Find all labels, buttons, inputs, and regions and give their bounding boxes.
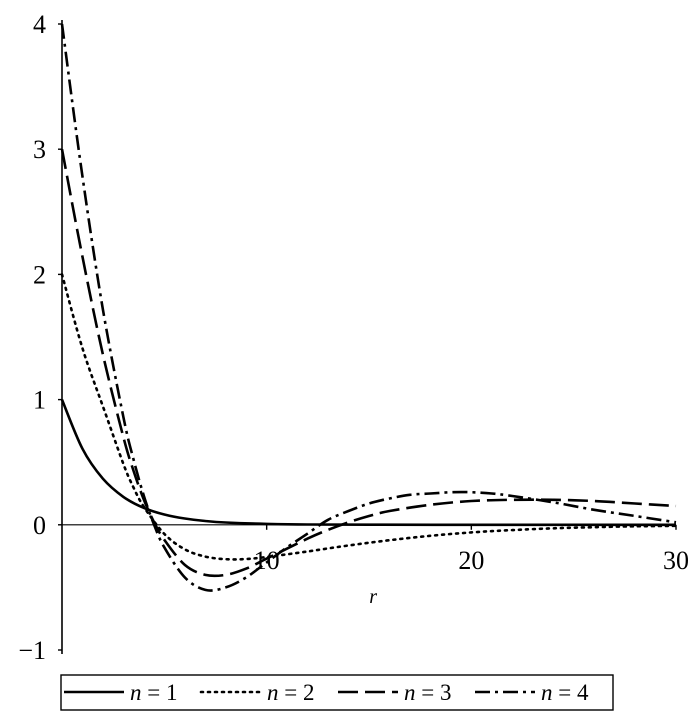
legend-label-n2: n = 2 xyxy=(267,680,314,705)
series-line-n4 xyxy=(60,23,677,592)
legend-label-n1: n = 1 xyxy=(130,680,177,705)
legend-label-var: n xyxy=(541,680,553,705)
y-tick-label: 4 xyxy=(33,10,46,39)
axes xyxy=(58,20,677,654)
legend-label-n3: n = 3 xyxy=(404,680,451,705)
legend-label-var: n xyxy=(404,680,416,705)
y-tick-label: 0 xyxy=(33,511,46,540)
x-tick-label: 20 xyxy=(458,546,484,575)
legend-label-value: = 4 xyxy=(553,680,589,705)
y-tick-label: 3 xyxy=(33,135,46,164)
series-line-n2 xyxy=(60,273,678,561)
x-axis-label: r xyxy=(369,586,377,608)
series-line-n1 xyxy=(60,399,676,527)
legend-label-var: n xyxy=(130,680,142,705)
y-tick-label: 1 xyxy=(33,386,46,415)
legend-label-var: n xyxy=(267,680,279,705)
legend-label-value: = 2 xyxy=(279,680,315,705)
legend-label-value: = 1 xyxy=(142,680,178,705)
y-tick-label: 2 xyxy=(33,260,46,289)
x-tick-label: 30 xyxy=(663,546,689,575)
legend-box xyxy=(60,674,614,711)
series-line-n3 xyxy=(60,148,677,578)
y-tick-label: −1 xyxy=(18,636,46,665)
legend-label-n4: n = 4 xyxy=(541,680,589,705)
series-group xyxy=(60,23,678,592)
legend-label-value: = 3 xyxy=(416,680,452,705)
